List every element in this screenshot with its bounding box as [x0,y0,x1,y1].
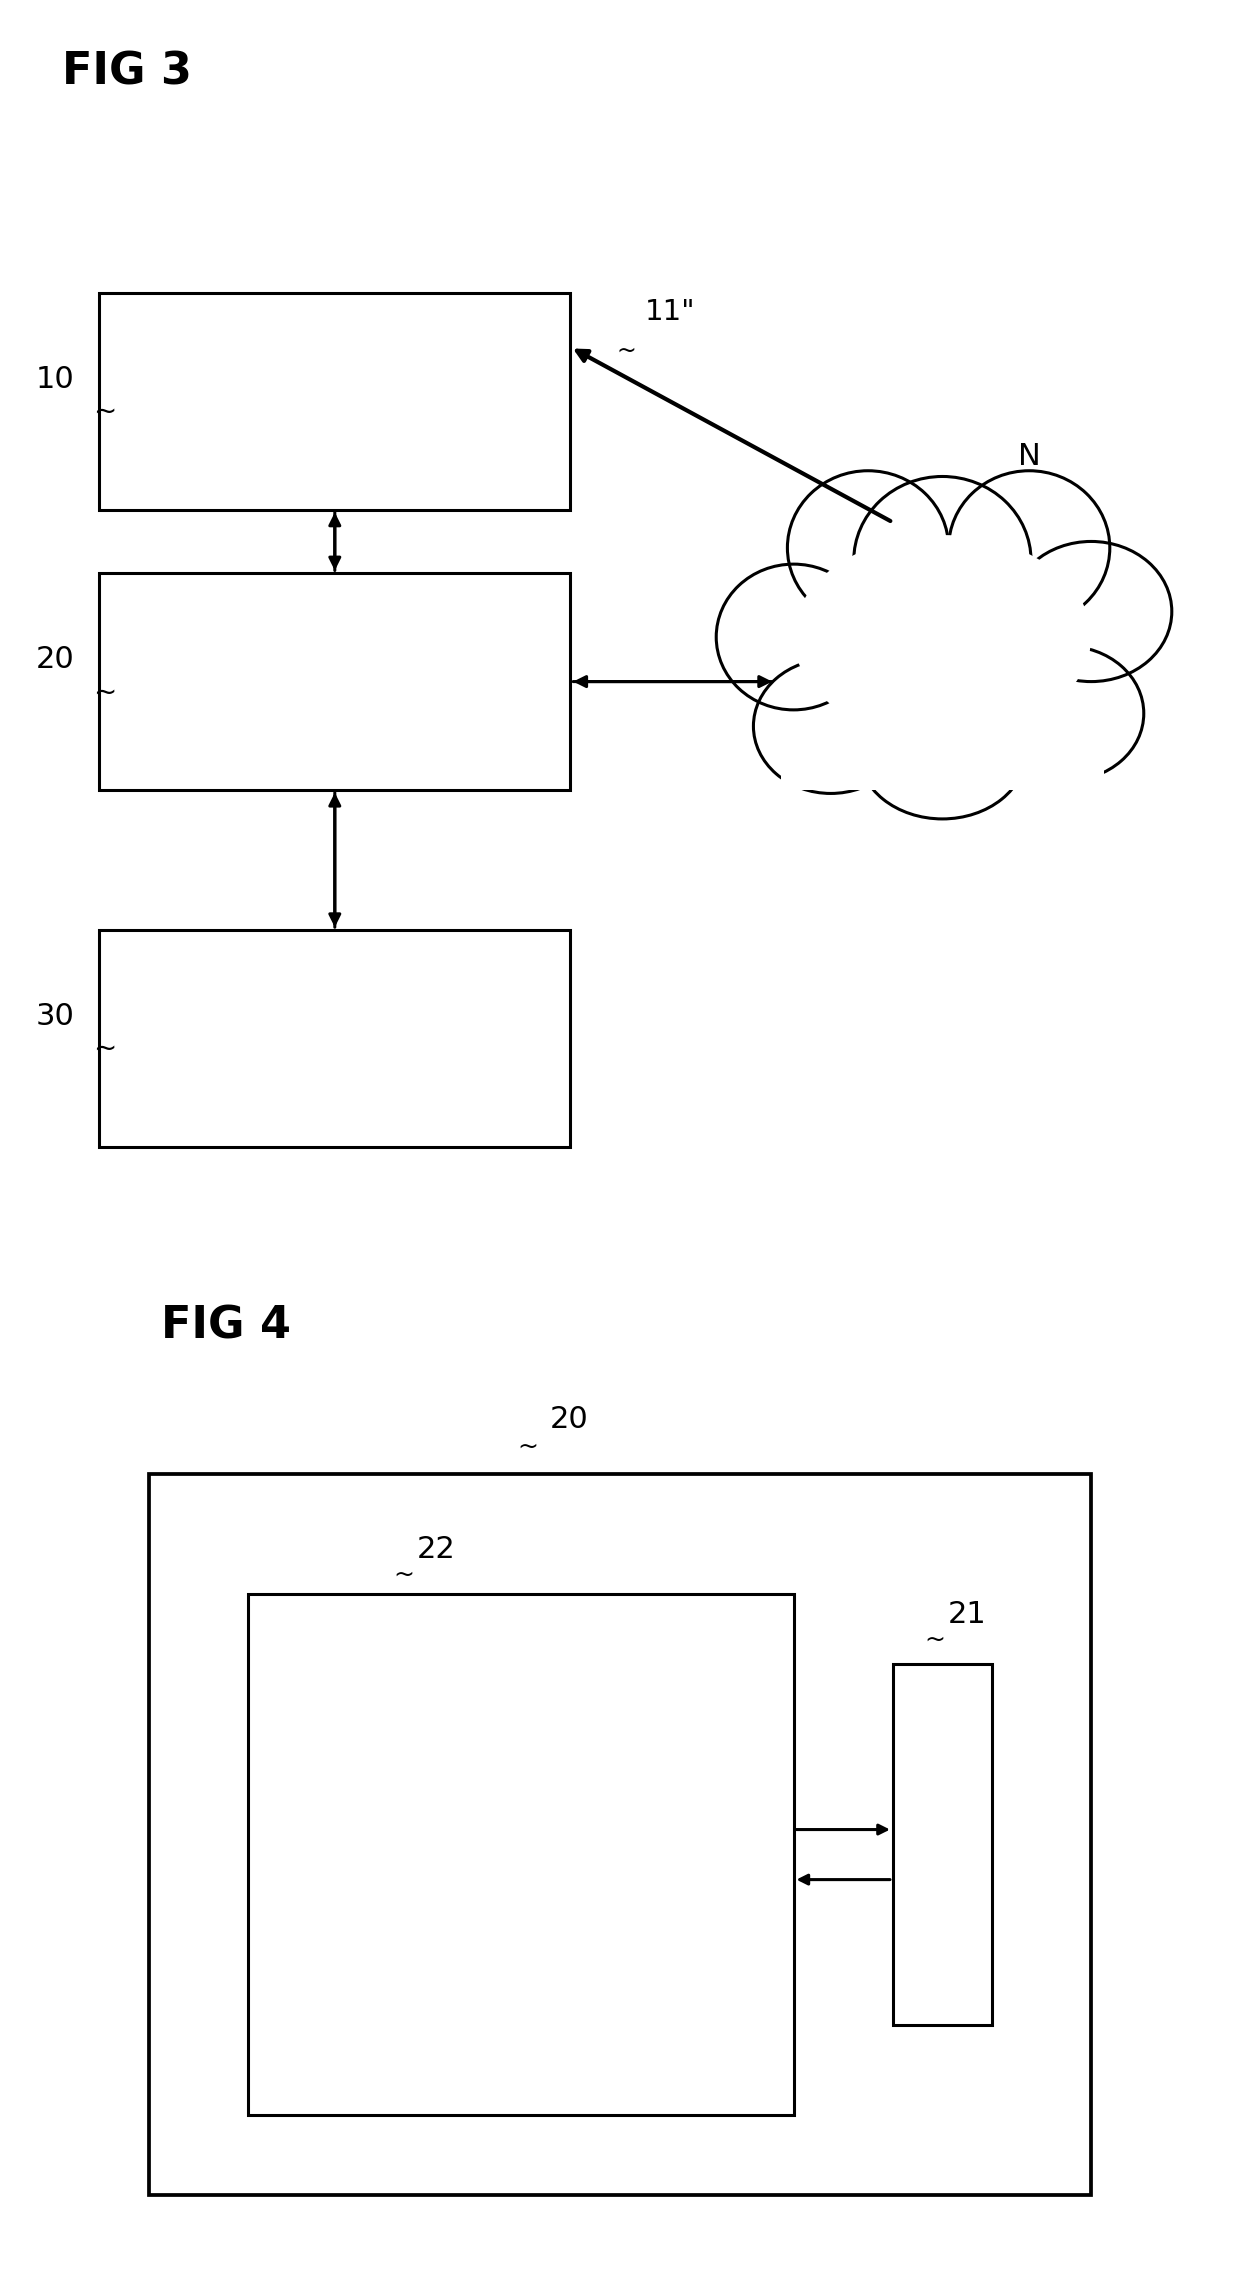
Ellipse shape [754,660,908,794]
Text: ~: ~ [1011,485,1032,510]
Ellipse shape [853,475,1030,644]
Text: ~: ~ [393,1563,414,1586]
Text: ~: ~ [517,1436,538,1458]
Text: 30: 30 [36,1003,74,1031]
Text: 20: 20 [36,646,74,673]
Bar [99,573,570,789]
Text: 21: 21 [947,1599,987,1629]
Bar [99,930,570,1147]
Bar [893,1665,992,2025]
Text: 11": 11" [645,298,694,325]
Text: ~: ~ [93,1035,117,1062]
Bar [248,1595,794,2116]
Text: FIG 3: FIG 3 [62,50,192,93]
Text: 10: 10 [36,366,74,394]
Ellipse shape [990,646,1143,780]
Text: ~: ~ [924,1627,945,1652]
Ellipse shape [717,564,870,710]
Ellipse shape [858,685,1027,819]
Bar [149,1474,1091,2195]
Text: N: N [1018,441,1040,471]
Text: FIG 4: FIG 4 [161,1304,291,1347]
Bar [781,714,1104,789]
Bar [99,293,570,510]
Text: ~: ~ [93,678,117,708]
Ellipse shape [781,523,1104,751]
Ellipse shape [949,471,1110,626]
Ellipse shape [787,471,949,626]
Text: ~: ~ [93,398,117,425]
Ellipse shape [1011,541,1172,682]
Text: 20: 20 [551,1406,589,1433]
Text: ~: ~ [616,339,636,362]
Ellipse shape [794,535,1091,739]
Text: 22: 22 [417,1536,456,1565]
